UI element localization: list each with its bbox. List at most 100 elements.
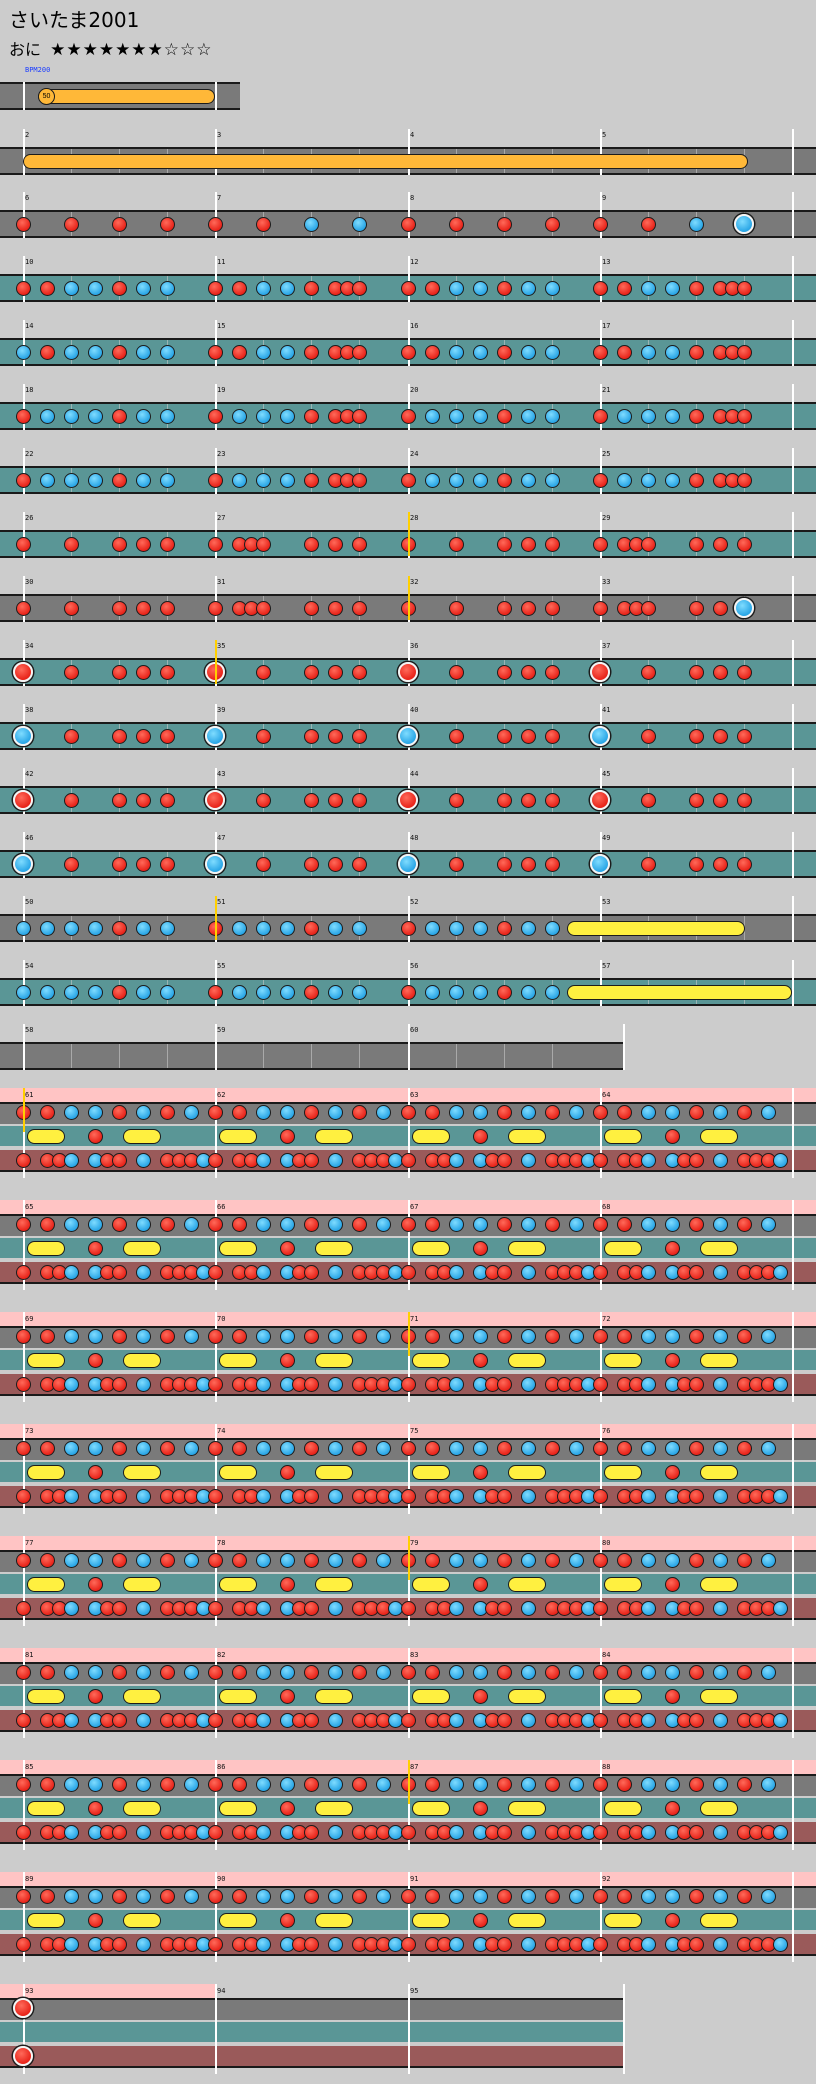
don-note bbox=[207, 1776, 223, 1792]
measure-number: 75 bbox=[410, 1427, 419, 1435]
drumroll bbox=[123, 1352, 162, 1368]
barline bbox=[792, 576, 794, 622]
ka-note bbox=[327, 1216, 343, 1232]
don-note bbox=[448, 664, 464, 680]
ka-note bbox=[63, 1328, 79, 1344]
ka-note bbox=[448, 1664, 464, 1680]
ka-note bbox=[183, 1776, 199, 1792]
don-note bbox=[327, 664, 343, 680]
don-note bbox=[207, 1712, 223, 1728]
don-note bbox=[207, 1936, 223, 1952]
ka-note bbox=[63, 1888, 79, 1904]
don-note bbox=[15, 216, 31, 232]
don-note bbox=[544, 1328, 560, 1344]
don-note bbox=[351, 1776, 367, 1792]
don-note bbox=[664, 1240, 680, 1256]
chart-row: 18 19 20 21 bbox=[0, 384, 816, 442]
don-note bbox=[159, 792, 175, 808]
drumroll bbox=[412, 1240, 451, 1256]
don-note bbox=[351, 664, 367, 680]
don-note bbox=[279, 1688, 295, 1704]
ka-note bbox=[544, 920, 560, 936]
ka-note bbox=[13, 726, 33, 746]
drumroll bbox=[123, 1912, 162, 1928]
branch-row: 61 62 63 64 bbox=[0, 1088, 816, 1188]
ka-note bbox=[664, 1440, 680, 1456]
drumroll bbox=[700, 1128, 739, 1144]
ka-note bbox=[520, 1600, 536, 1616]
don-note bbox=[303, 792, 319, 808]
barline bbox=[23, 1536, 25, 1626]
don-note bbox=[400, 1664, 416, 1680]
don-note bbox=[400, 1376, 416, 1392]
don-note bbox=[207, 472, 223, 488]
don-note bbox=[400, 408, 416, 424]
don-note bbox=[544, 792, 560, 808]
don-note bbox=[616, 344, 632, 360]
ka-note bbox=[424, 472, 440, 488]
barline bbox=[23, 384, 25, 430]
ka-note bbox=[520, 1936, 536, 1952]
ka-note bbox=[255, 408, 271, 424]
don-note bbox=[87, 1464, 103, 1480]
measure-number: 57 bbox=[602, 962, 611, 970]
measure-number: 71 bbox=[410, 1315, 419, 1323]
barline bbox=[23, 896, 25, 942]
branch-row: 93 94 95 bbox=[0, 1984, 816, 2084]
don-note bbox=[544, 536, 560, 552]
ka-note bbox=[760, 1216, 776, 1232]
barline bbox=[215, 1984, 217, 2074]
don-note bbox=[63, 216, 79, 232]
don-note bbox=[231, 344, 247, 360]
don-note bbox=[63, 792, 79, 808]
don-note bbox=[87, 1352, 103, 1368]
don-note bbox=[496, 856, 512, 872]
drumroll bbox=[412, 1352, 451, 1368]
don-note bbox=[688, 1824, 704, 1840]
ka-note bbox=[327, 1488, 343, 1504]
don-note bbox=[303, 1216, 319, 1232]
don-note bbox=[207, 1664, 223, 1680]
drumroll bbox=[315, 1240, 354, 1256]
barline bbox=[792, 1648, 794, 1738]
don-note bbox=[15, 1664, 31, 1680]
measure-number: 36 bbox=[410, 642, 419, 650]
drumroll bbox=[315, 1800, 354, 1816]
don-note bbox=[15, 1152, 31, 1168]
ka-note bbox=[135, 1152, 151, 1168]
ka-note bbox=[279, 1328, 295, 1344]
don-note bbox=[736, 1888, 752, 1904]
drumroll bbox=[27, 1240, 66, 1256]
don-note bbox=[111, 344, 127, 360]
ka-note bbox=[664, 280, 680, 296]
drumroll bbox=[412, 1576, 451, 1592]
gogo-marker bbox=[408, 576, 410, 620]
ka-note bbox=[712, 1440, 728, 1456]
ka-note bbox=[327, 1824, 343, 1840]
ka-note bbox=[664, 1216, 680, 1232]
don-note bbox=[159, 536, 175, 552]
ka-note bbox=[279, 1888, 295, 1904]
barline bbox=[23, 1200, 25, 1290]
ka-note bbox=[351, 216, 367, 232]
measure-number: 25 bbox=[602, 450, 611, 458]
ka-note bbox=[472, 1216, 488, 1232]
ka-note bbox=[63, 1488, 79, 1504]
don-note bbox=[520, 536, 536, 552]
barline bbox=[408, 1424, 410, 1514]
don-note bbox=[15, 1216, 31, 1232]
don-note bbox=[39, 1776, 55, 1792]
ka-note bbox=[568, 1440, 584, 1456]
don-note bbox=[111, 1440, 127, 1456]
don-note bbox=[303, 1824, 319, 1840]
measure-number: 86 bbox=[217, 1763, 226, 1771]
don-note bbox=[664, 1464, 680, 1480]
ka-note bbox=[448, 1776, 464, 1792]
don-note bbox=[616, 1440, 632, 1456]
ka-note bbox=[87, 1440, 103, 1456]
don-note bbox=[590, 790, 610, 810]
don-note bbox=[688, 1488, 704, 1504]
ka-note bbox=[760, 1776, 776, 1792]
don-note bbox=[207, 1600, 223, 1616]
drumroll bbox=[219, 1240, 258, 1256]
